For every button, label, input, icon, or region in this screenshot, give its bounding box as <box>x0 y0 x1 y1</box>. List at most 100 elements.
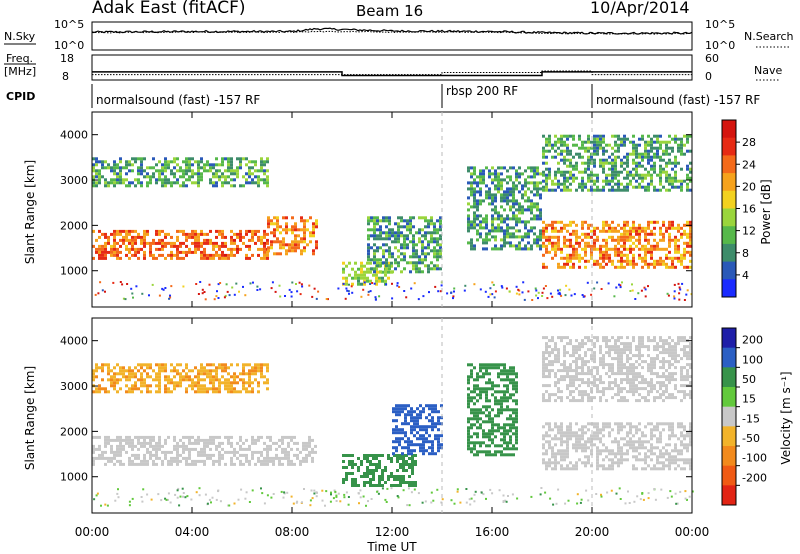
velocity-cells-cell-0 <box>134 435 137 439</box>
velocity-cells-cell-1 <box>173 369 176 373</box>
power-cells-cell-0 <box>143 229 146 233</box>
power-cells-cell-1 <box>227 157 230 161</box>
power-cells-speck <box>278 284 281 287</box>
velocity-cells-cell-3 <box>407 413 410 417</box>
power-cells-cell-2 <box>291 246 294 250</box>
power-cells-cell-5 <box>515 229 518 233</box>
velocity-cells-cell-4 <box>500 444 503 448</box>
velocity-cells-cell-4 <box>515 402 518 406</box>
velocity-cells-cell-2 <box>399 457 402 460</box>
power-cells-cell-7 <box>602 137 605 141</box>
power-cells-speck <box>542 287 545 290</box>
velocity-cells-cell-5 <box>560 431 563 435</box>
power-cells-cell-5 <box>497 184 500 188</box>
power-cells-cell-7 <box>560 134 563 138</box>
velocity-cells-cell-5 <box>617 422 620 426</box>
power-cells-cell-7 <box>548 143 551 147</box>
velocity-cells-cell-3 <box>404 434 407 438</box>
velocity-cells-cell-1 <box>182 378 185 382</box>
power-cells-speck <box>344 297 347 300</box>
velocity-cells-cell-3 <box>431 449 434 453</box>
power-cells-cell-7 <box>653 170 656 174</box>
power-cells-cell-1 <box>155 169 158 173</box>
velocity-cells-cell-5 <box>686 458 689 462</box>
power-cells-cell-6 <box>557 229 560 233</box>
velocity-cells-cell-5 <box>587 446 590 450</box>
power-cells-cell-6 <box>638 229 641 233</box>
velocity-cells-cell-1 <box>167 378 170 382</box>
velocity-cells-cell-6 <box>647 354 650 358</box>
velocity-cells-cell-1 <box>155 378 158 382</box>
velocity-cells-cell-4 <box>503 423 506 427</box>
velocity-cells-cell-6 <box>647 339 650 343</box>
power-cells-cell-1 <box>245 157 248 161</box>
velocity-cells-cell-6 <box>581 345 584 349</box>
velocity-cells-cell-5 <box>632 464 635 468</box>
power-cells-cell-5 <box>500 229 503 233</box>
power-cells-cell-6 <box>599 265 602 269</box>
velocity-cells-cell-1 <box>167 387 170 391</box>
velocity-cells-cell-6 <box>569 393 572 397</box>
power-cells-cell-6 <box>581 226 584 230</box>
velocity-cells-cell-1 <box>230 387 233 391</box>
power-cells-cell-1 <box>98 160 101 164</box>
velocity-cells-cell-6 <box>578 372 581 376</box>
power-cells-cell-1 <box>128 169 131 173</box>
power-cells-speck <box>523 298 526 301</box>
power-cells-cell-5 <box>503 229 506 233</box>
power-cells-cell-1 <box>236 175 239 179</box>
velocity-cells-cell-2 <box>402 478 405 481</box>
velocity-cells-cell-4 <box>473 411 476 415</box>
power-cells-cell-0 <box>254 232 257 236</box>
power-cells-cell-4 <box>367 255 370 259</box>
power-cells-cell-7 <box>620 161 623 165</box>
velocity-cells-cell-4 <box>494 435 497 439</box>
power-cells-cell-7 <box>542 152 545 156</box>
power-cells-cell-3 <box>360 261 363 265</box>
velocity-cells-cell-0 <box>98 456 101 460</box>
velocity-cells-cell-5 <box>635 446 638 450</box>
power-cells-cell-7 <box>674 185 677 189</box>
power-cells-cell-7 <box>659 164 662 168</box>
power-cells-cell-4 <box>373 255 376 259</box>
power-cells-cell-4 <box>412 252 415 256</box>
velocity-cells-cell-3 <box>404 413 407 417</box>
power-cells-cell-0 <box>101 232 104 236</box>
velocity-cells-cell-4 <box>479 411 482 415</box>
velocity-cells-cell-0 <box>191 459 194 463</box>
velocity-cells-cell-6 <box>626 366 629 370</box>
velocity-cells-cell-5 <box>647 422 650 426</box>
velocity-cells-cell-6 <box>566 396 569 400</box>
power-cells-speck <box>204 298 207 301</box>
velocity-cells-cell-1 <box>230 363 233 367</box>
velocity-cells-cell-6 <box>659 360 662 364</box>
power-cells-cell-4 <box>373 234 376 238</box>
power-cells-cell-5 <box>470 187 473 191</box>
power-cells-cell-7 <box>656 137 659 141</box>
power-cells-cell-6 <box>602 253 605 257</box>
velocity-cells-cell-1 <box>224 384 227 388</box>
power-cells-cell-5 <box>518 166 521 170</box>
power-cells-cell-1 <box>92 166 95 170</box>
velocity-cells-cell-4 <box>506 447 509 451</box>
power-cells-cell-6 <box>593 232 596 236</box>
power-cells-cell-4 <box>406 246 409 250</box>
velocity-cells-cell-0 <box>266 456 269 460</box>
power-cells-cell-4 <box>409 231 412 235</box>
velocity-cells-cell-5 <box>566 464 569 468</box>
power-cells-cell-7 <box>596 152 599 156</box>
power-cells-cell-5 <box>536 181 539 185</box>
velocity-cells-cell-0 <box>140 462 143 466</box>
power-cells-cell-7 <box>665 149 668 153</box>
velocity-cells-cell-0 <box>302 456 305 460</box>
power-cells-cell-4 <box>376 222 379 226</box>
power-cells-cell-6 <box>554 220 557 224</box>
velocity-cells-cell-6 <box>551 348 554 352</box>
velocity-cells-cell-4 <box>506 405 509 409</box>
power-cells-cell-7 <box>650 167 653 171</box>
power-cells-cell-4 <box>409 216 412 220</box>
power-cells-cell-6 <box>623 232 626 236</box>
power-cells-speck <box>391 282 393 285</box>
power-cells-cell-5 <box>506 217 509 221</box>
velocity-cells-cell-2 <box>351 463 354 466</box>
